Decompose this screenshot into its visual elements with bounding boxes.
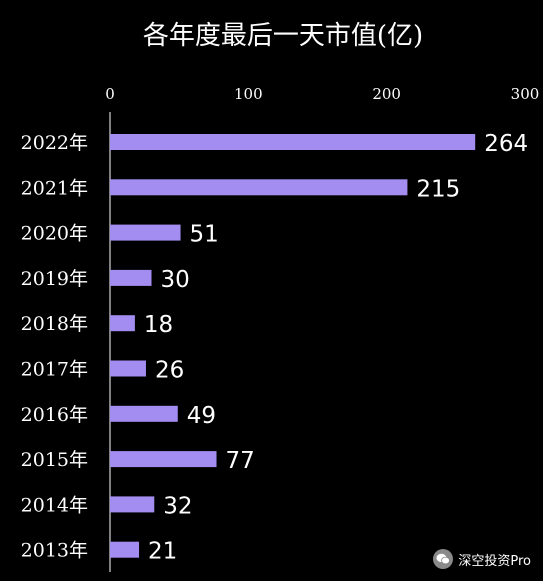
bar	[110, 451, 217, 468]
x-tick-label: 300	[511, 85, 540, 103]
bars	[110, 134, 476, 558]
value-label: 77	[226, 448, 255, 474]
bar	[110, 134, 476, 150]
value-label: 26	[155, 358, 184, 384]
bar	[110, 224, 181, 241]
bar	[110, 315, 135, 332]
category-label: 2020年	[21, 223, 88, 245]
category-label: 2014年	[21, 494, 88, 516]
category-label: 2022年	[21, 132, 88, 154]
bar	[110, 360, 146, 377]
value-label: 32	[163, 493, 192, 519]
value-label: 18	[144, 312, 173, 338]
x-tick-label: 200	[372, 85, 401, 103]
chart-title: 各年度最后一天市值(亿)	[143, 21, 423, 51]
category-labels: 2022年 2021年 2020年 2019年 2018年 2017年 2016年 2015年…	[21, 132, 88, 562]
value-label: 21	[148, 539, 177, 565]
bar	[110, 496, 155, 513]
value-label: 215	[416, 176, 460, 202]
value-label: 264	[484, 131, 528, 157]
x-tick-label: 100	[234, 85, 263, 103]
category-label: 2016年	[21, 404, 88, 426]
x-tick-label: 0	[105, 85, 115, 103]
category-label: 2015年	[21, 449, 88, 471]
category-label: 2013年	[21, 540, 88, 562]
watermark-text: 深空投资Pro	[458, 553, 531, 569]
value-label: 49	[187, 403, 216, 429]
bar	[110, 179, 408, 196]
wechat-icon	[433, 549, 454, 569]
value-label: 51	[190, 222, 219, 248]
bar	[110, 269, 152, 286]
bar	[110, 541, 140, 558]
category-label: 2019年	[21, 268, 88, 290]
category-label: 2021年	[21, 177, 88, 199]
bar	[110, 405, 178, 422]
x-axis: 0 100 200 300	[105, 85, 539, 103]
category-label: 2018年	[21, 313, 88, 335]
category-label: 2017年	[21, 359, 88, 381]
watermark: 深空投资Pro	[433, 549, 531, 569]
value-label: 30	[161, 267, 190, 293]
